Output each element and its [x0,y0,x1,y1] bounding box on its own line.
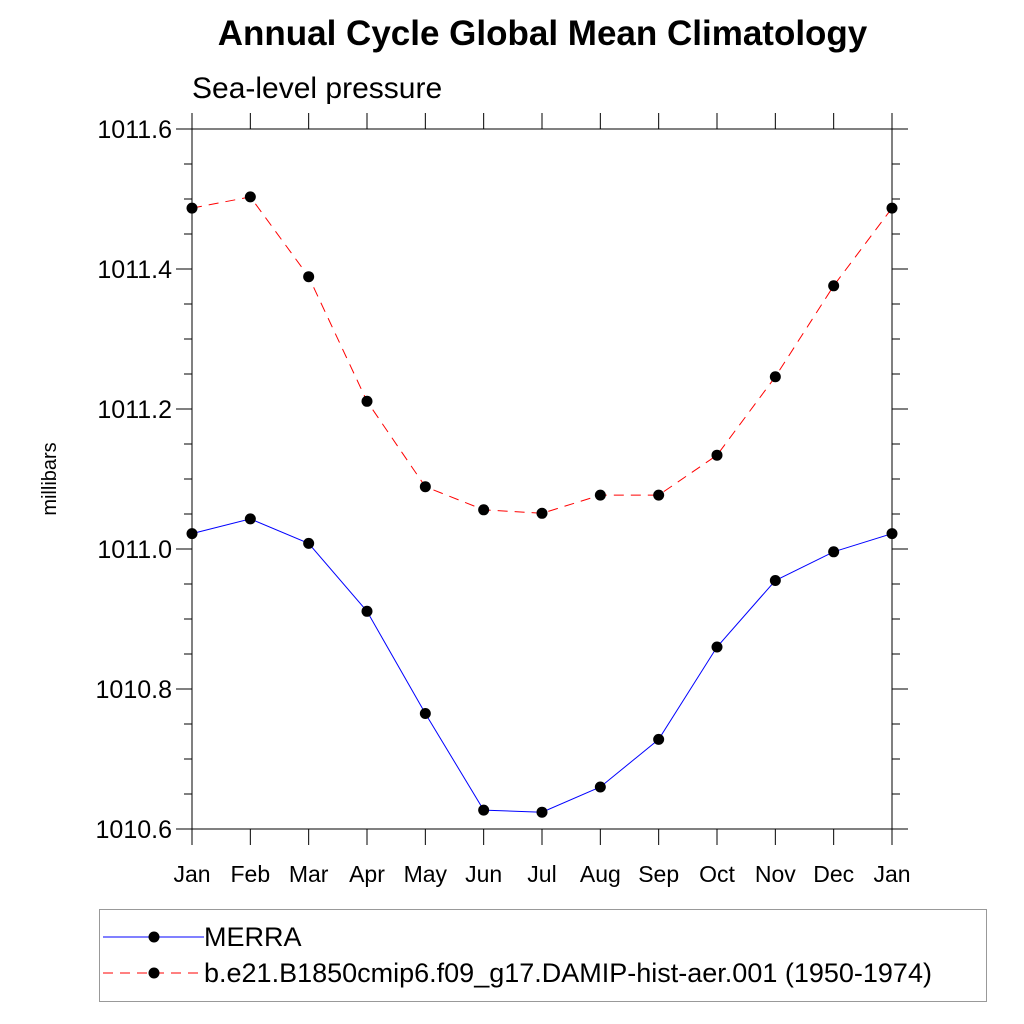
data-point [653,733,665,745]
data-point [244,513,256,525]
data-point [303,537,315,549]
x-tick-label: Feb [231,861,271,887]
data-point [769,575,781,586]
data-point [186,202,198,214]
y-tick-label: 1011.2 [97,396,172,424]
data-point [886,528,898,540]
chart-title: Annual Cycle Global Mean Climatology [217,14,868,53]
data-point [303,271,315,283]
data-point [536,806,548,818]
x-tick-label: Jul [527,861,556,887]
y-tick-label: 1010.6 [96,816,172,844]
legend-label-model: b.e21.B1850cmip6.f09_g17.DAMIP-hist-aer.… [204,958,932,988]
data-point [536,507,548,519]
x-tick-label: Aug [580,861,621,887]
y-axis-label: millibars [39,442,61,515]
data-point [244,191,256,203]
x-tick-label: Dec [813,861,854,887]
data-point [478,804,490,816]
x-tick-label: Nov [755,861,796,887]
legend-marker-merra [148,931,160,943]
legend-label-merra: MERRA [204,922,302,952]
x-tick-label: May [404,861,448,887]
legend: MERRA b.e21.B1850cmip6.f09_g17.DAMIP-his… [99,909,987,1002]
x-tick-label: Jan [173,861,210,887]
legend-marker-model [148,967,160,979]
x-tick-label: Sep [638,861,679,887]
data-point [361,395,373,407]
x-tick-label: Mar [289,861,329,887]
x-tick-label: Jun [465,861,502,887]
data-point [419,481,431,493]
y-tick-label: 1010.8 [96,676,172,704]
x-tick-label: Jan [873,861,910,887]
data-point [886,202,898,214]
series-line-1 [191,196,893,514]
plot-frame [191,128,893,830]
data-point [478,504,490,516]
chart-subtitle: Sea-level pressure [192,72,443,105]
data-point [769,371,781,383]
data-point [419,708,431,719]
data-point [594,781,606,793]
y-tick-label: 1011.0 [97,536,172,564]
data-point [186,528,198,540]
x-tick-label: Apr [349,861,385,887]
data-point [361,605,373,617]
data-point [653,489,665,501]
y-tick-label: 1011.4 [97,256,172,284]
x-tick-label: Oct [699,861,735,887]
y-tick-label: 1011.6 [97,116,172,144]
data-point [594,489,606,501]
data-point [828,546,840,558]
data-point [711,449,723,461]
data-point [828,280,840,292]
data-point [711,641,723,653]
series-line-0 [191,518,893,813]
